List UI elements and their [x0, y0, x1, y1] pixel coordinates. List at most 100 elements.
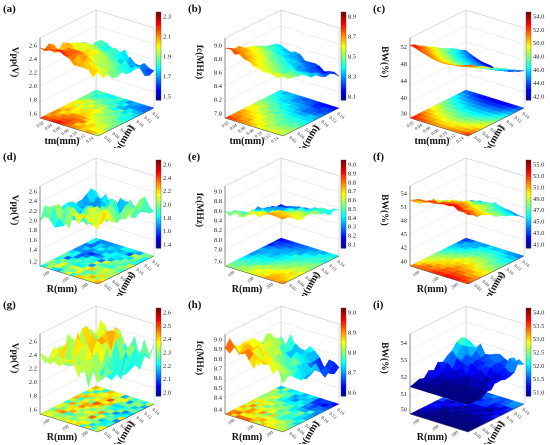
z-axis-title: Vpp(V)	[9, 195, 20, 226]
x-tick-label: 300	[81, 281, 90, 289]
colorbar-segment	[341, 47, 346, 50]
y-axis-line	[282, 107, 340, 137]
colorbar-segment	[526, 164, 531, 168]
colorbar-tick-label: 2.3	[163, 14, 171, 21]
z-tick-label: 48	[401, 218, 408, 225]
y-axis-line	[282, 255, 340, 285]
colorbar-segment	[156, 382, 161, 386]
colorbar-segment	[156, 206, 161, 209]
panel-0: 2.6 2.4 2.2 2.0 1.8 1.6 0.02 0.04 0.06 0.08 0.10 0.…	[0, 0, 180, 148]
z-tick-label: 2.4	[29, 56, 38, 63]
colorbar-segment	[526, 58, 531, 61]
colorbar-segment	[526, 193, 531, 196]
y-tick-label: 0.10	[320, 415, 330, 424]
colorbar-segment	[341, 221, 346, 225]
colorbar-segment	[341, 371, 346, 375]
colorbar-segment	[341, 182, 346, 185]
colorbar-segment	[526, 64, 531, 68]
colorbar-segment	[526, 358, 531, 362]
colorbar-segment	[526, 95, 531, 99]
colorbar-segment	[156, 58, 161, 61]
y-tick-label: 0.10	[320, 267, 330, 276]
y-tick-label: 0.02	[288, 283, 297, 292]
colorbar-segment	[156, 89, 161, 92]
colorbar-segment	[341, 193, 346, 196]
colorbar-segment	[156, 393, 161, 397]
x-tick-label: 0.06	[422, 125, 432, 134]
colorbar-tick-label: 8.4	[348, 215, 357, 222]
panel-label: (b)	[188, 3, 202, 15]
colorbar-segment	[341, 164, 346, 168]
colorbar-tick-label: 1.9	[163, 54, 171, 61]
colorbar-segment	[156, 38, 161, 42]
x-tick-label: 0.12	[447, 133, 456, 142]
gridline	[95, 321, 155, 341]
colorbar-segment	[341, 349, 346, 353]
z-tick-label: 8.2	[214, 97, 222, 104]
surface-cell	[463, 64, 473, 67]
y-tick-label: 0.10	[135, 119, 145, 128]
colorbar-segment	[341, 334, 346, 338]
colorbar-segment	[156, 363, 161, 366]
x-tick-label: 0.08	[60, 127, 70, 136]
colorbar-segment	[526, 385, 531, 388]
gridline	[39, 173, 97, 203]
panel-label: (f)	[373, 151, 384, 163]
colorbar-segment	[156, 75, 161, 79]
colorbar-segment	[341, 234, 346, 238]
colorbar-segment	[156, 215, 161, 218]
colorbar-tick-label: 1.8	[163, 215, 171, 222]
colorbar-segment	[341, 345, 346, 349]
colorbar-segment	[156, 385, 161, 388]
panel-label: (e)	[188, 151, 201, 163]
colorbar-tick-label: 51.0	[533, 184, 544, 191]
colorbar-tick-label: 51.0	[533, 390, 544, 397]
colorbar-tick-label: 52.5	[533, 350, 544, 357]
colorbar-segment	[341, 84, 346, 88]
colorbar-segment	[156, 67, 161, 70]
y-tick-label: 0.12	[143, 263, 152, 272]
y-tick-label: 0.14	[151, 111, 161, 120]
colorbar-segment	[341, 206, 346, 209]
colorbar-segment	[341, 237, 346, 240]
z-tick-label: 1.8	[29, 393, 37, 400]
colorbar-segment	[341, 91, 346, 94]
colorbar-segment	[526, 241, 531, 245]
colorbar-segment	[156, 360, 161, 364]
colorbar-segment	[156, 371, 161, 375]
colorbar-segment	[341, 341, 346, 344]
colorbar-frame	[525, 159, 532, 249]
colorbar-segment	[526, 367, 531, 371]
y-tick-label: 0.08	[127, 271, 137, 280]
y-tick-label: 0.12	[513, 115, 522, 124]
surface-cell	[278, 369, 289, 384]
colorbar-segment	[526, 175, 531, 179]
colorbar-segment	[156, 336, 161, 340]
z-tick-label: 2.6	[29, 188, 38, 195]
colorbar-segment	[156, 18, 161, 22]
colorbar-segment	[526, 56, 531, 59]
colorbar-segment	[526, 312, 531, 316]
colorbar-segment	[526, 84, 531, 88]
colorbar-segment	[341, 338, 346, 342]
x-tick-label: 0.06	[237, 125, 247, 134]
x-tick-label: 0.14	[85, 135, 95, 144]
x-axis-title: R(mm)	[232, 284, 263, 295]
gridline	[465, 189, 525, 209]
colorbar-segment	[526, 186, 531, 190]
y-axis-line	[467, 255, 525, 285]
colorbar-segment	[156, 354, 161, 357]
z-axis-title: Vpp(V)	[9, 47, 20, 78]
colorbar-segment	[341, 376, 346, 379]
colorbar-segment	[341, 223, 346, 227]
colorbar-segment	[526, 45, 531, 48]
colorbar-tick-label: 53.0	[533, 336, 544, 343]
colorbar-segment	[156, 190, 161, 194]
surface-cell	[462, 210, 474, 216]
colorbar-segment	[526, 314, 531, 318]
x-tick-label: 200	[61, 423, 70, 431]
y-tick-label: 0.14	[336, 111, 346, 120]
y-tick-label: 0.14	[336, 259, 346, 268]
colorbar-segment	[156, 243, 161, 247]
